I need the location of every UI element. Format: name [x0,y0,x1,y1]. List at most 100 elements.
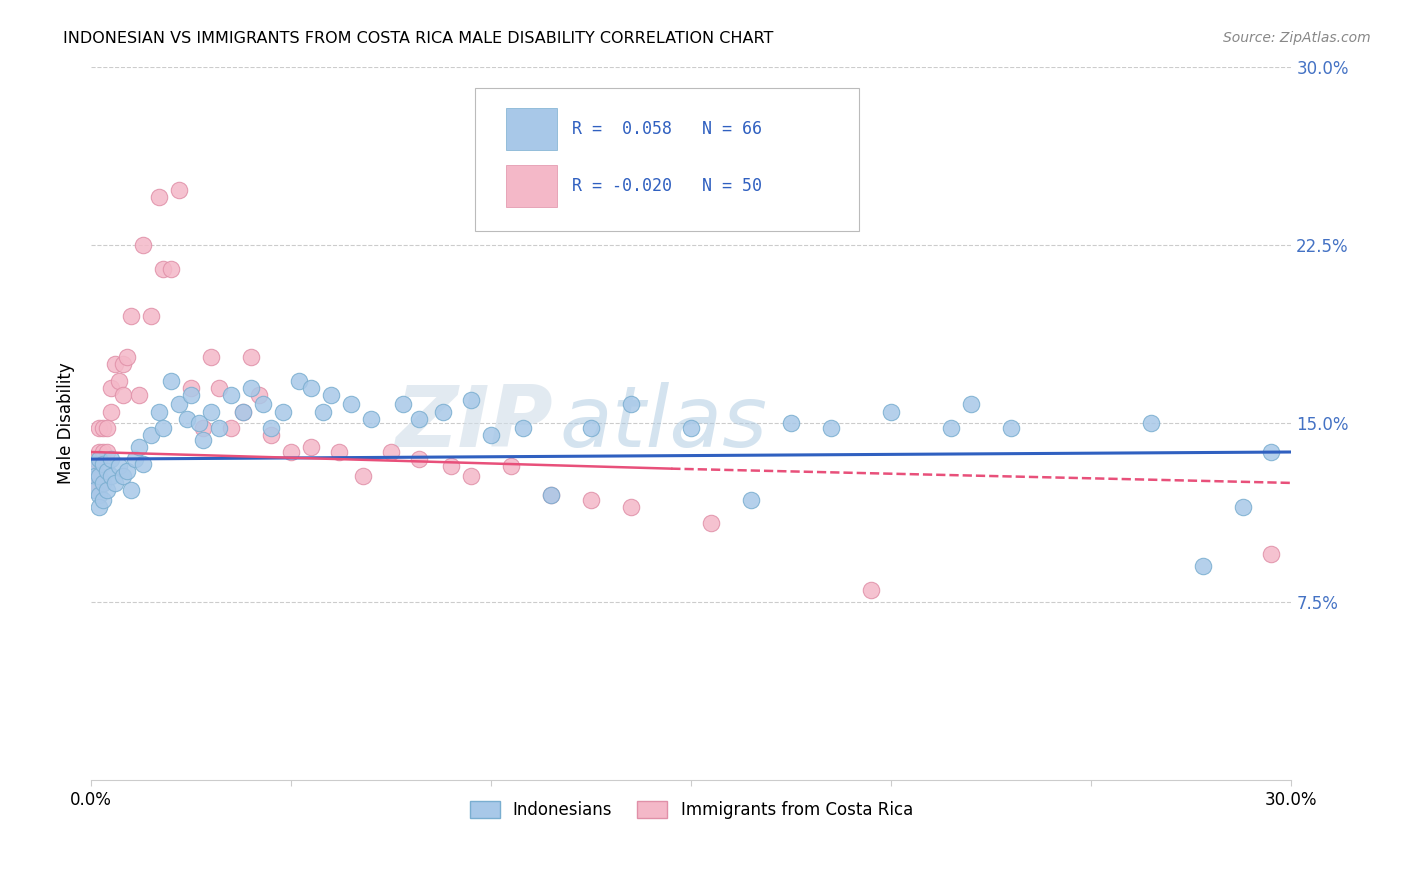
Point [620,500,643,514]
FancyBboxPatch shape [506,108,557,150]
Point [941,421,963,435]
Legend: Indonesians, Immigrants from Costa Rica: Indonesians, Immigrants from Costa Rica [463,794,920,825]
Point [299,440,322,454]
Point [167,183,190,197]
Point [380,445,402,459]
Point [148,404,170,418]
Point [84,468,107,483]
Point [104,357,127,371]
Point [112,357,135,371]
Point [288,374,311,388]
Point [820,421,842,435]
Point [860,582,883,597]
Point [112,388,135,402]
Point [152,421,174,435]
Point [540,488,562,502]
Point [89,421,111,435]
Point [232,404,254,418]
Point [100,381,122,395]
Point [1260,547,1282,561]
Point [160,261,183,276]
Point [128,388,150,402]
Point [193,433,215,447]
Point [108,374,131,388]
Text: R =  0.058   N = 66: R = 0.058 N = 66 [572,120,762,138]
Point [180,388,202,402]
Point [89,500,111,514]
Point [167,397,190,411]
Point [408,411,430,425]
Point [1232,500,1254,514]
Point [581,421,603,435]
Point [1192,559,1215,574]
Point [100,468,122,483]
Point [299,381,322,395]
Point [91,475,114,490]
Point [128,440,150,454]
Point [96,464,118,478]
Point [252,397,274,411]
Point [540,488,562,502]
Point [115,350,138,364]
Point [440,459,463,474]
Point [280,445,302,459]
Point [360,411,382,425]
Point [200,404,222,418]
Point [408,452,430,467]
Point [132,457,155,471]
Point [352,468,374,483]
Point [271,404,294,418]
Point [620,397,643,411]
Point [84,483,107,497]
Text: R = -0.020   N = 50: R = -0.020 N = 50 [572,178,762,195]
Point [219,421,242,435]
Point [700,516,723,531]
Point [141,428,163,442]
Point [120,483,142,497]
Point [96,445,118,459]
Point [124,452,146,467]
Point [176,411,198,425]
Point [84,452,107,467]
Point [219,388,242,402]
Point [91,457,114,471]
Point [312,404,335,418]
Point [96,483,118,497]
Point [681,421,703,435]
FancyBboxPatch shape [506,165,557,207]
Point [193,421,215,435]
Point [208,421,231,435]
Point [89,452,111,467]
Point [479,428,502,442]
Point [96,421,118,435]
Text: ZIP: ZIP [395,382,553,465]
Text: INDONESIAN VS IMMIGRANTS FROM COSTA RICA MALE DISABILITY CORRELATION CHART: INDONESIAN VS IMMIGRANTS FROM COSTA RICA… [63,31,773,46]
Point [232,404,254,418]
Point [1000,421,1022,435]
Point [84,483,107,497]
Point [89,488,111,502]
Point [460,468,482,483]
Point [340,397,363,411]
Point [180,381,202,395]
Point [84,468,107,483]
Point [780,417,803,431]
Text: Source: ZipAtlas.com: Source: ZipAtlas.com [1223,31,1371,45]
Point [880,404,903,418]
Point [240,350,263,364]
Point [132,238,155,252]
Point [120,310,142,324]
Point [200,350,222,364]
Point [581,492,603,507]
Point [141,310,163,324]
Point [89,468,111,483]
Point [100,404,122,418]
Point [108,459,131,474]
Point [89,445,111,459]
Point [100,452,122,467]
Point [84,457,107,471]
Point [1260,445,1282,459]
Point [91,445,114,459]
Point [960,397,983,411]
Point [501,459,523,474]
